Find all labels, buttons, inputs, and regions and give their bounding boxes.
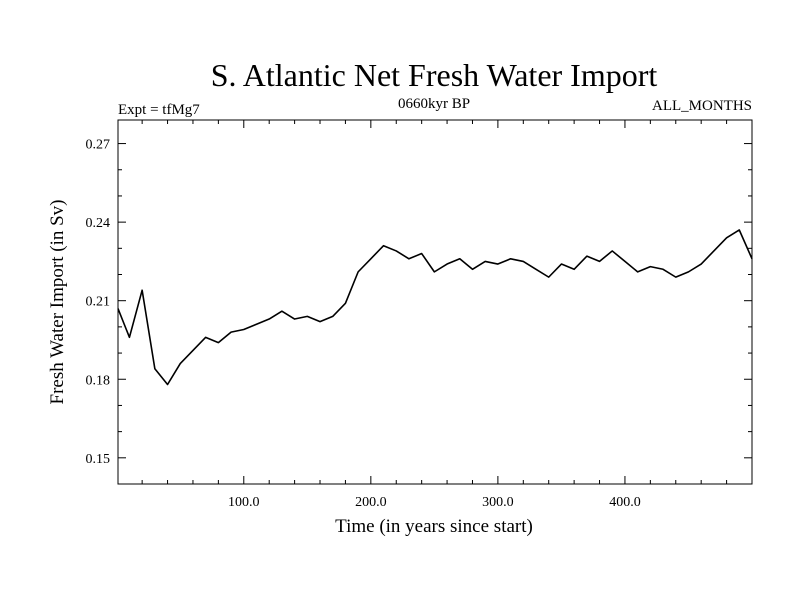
y-tick-label: 0.18 xyxy=(86,373,111,388)
period-label: 0660kyr BP xyxy=(398,96,470,112)
months-label: ALL_MONTHS xyxy=(652,98,752,114)
experiment-label: Expt = tfMg7 xyxy=(118,102,200,118)
x-tick-label: 100.0 xyxy=(228,495,260,510)
chart-title: S. Atlantic Net Fresh Water Import xyxy=(211,57,658,93)
y-tick-label: 0.15 xyxy=(86,452,111,467)
y-axis-label: Fresh Water Import (in Sv) xyxy=(47,200,68,405)
y-tick-label: 0.24 xyxy=(86,216,111,231)
series-line xyxy=(117,229,753,386)
x-axis-label: Time (in years since start) xyxy=(335,516,533,537)
x-axis: 100.0 200.0 300.0 400.0 xyxy=(141,120,728,510)
y-tick-label: 0.21 xyxy=(86,295,111,310)
x-tick-label: 200.0 xyxy=(355,495,387,510)
y-tick-label: 0.27 xyxy=(86,138,111,153)
series-layer xyxy=(117,229,753,386)
y-axis: 0.15 0.18 0.21 0.24 0.27 xyxy=(86,138,752,485)
plot-frame xyxy=(117,119,753,485)
x-tick-label: 400.0 xyxy=(609,495,641,510)
x-tick-label: 300.0 xyxy=(482,495,514,510)
